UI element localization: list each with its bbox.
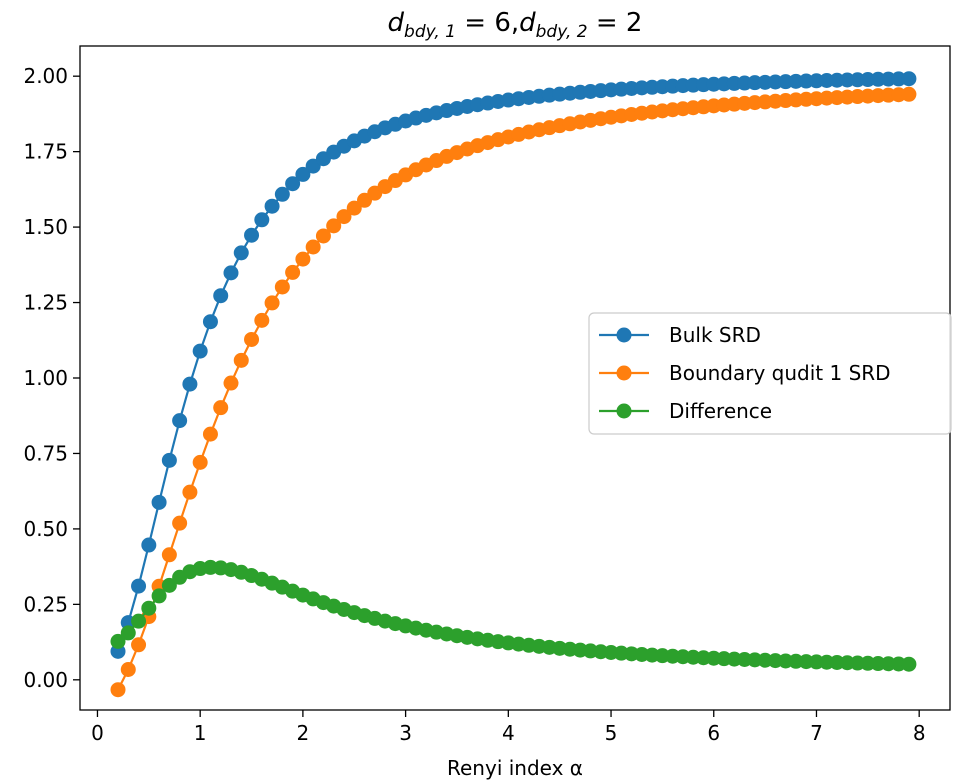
y-tick-label: 0.25 — [23, 592, 68, 616]
legend-box — [588, 312, 952, 435]
y-axis: 0.00 0.25 0.50 0.75 1.00 1.25 1.50 1.75 2.00 — [23, 64, 80, 692]
data-point — [151, 588, 167, 604]
data-point — [192, 343, 208, 359]
data-point — [110, 682, 126, 698]
data-point — [202, 314, 218, 330]
series-line — [117, 566, 909, 666]
x-tick-label: 4 — [502, 721, 515, 745]
data-point — [161, 452, 177, 468]
data-point — [336, 209, 352, 225]
legend-item: Boundary qudit 1 SRD — [599, 361, 891, 385]
data-point — [295, 251, 311, 267]
y-tick-label: 1.75 — [23, 140, 68, 164]
data-point — [131, 637, 147, 653]
data-point — [192, 454, 208, 470]
x-tick-label: 1 — [194, 721, 207, 745]
data-point — [182, 484, 198, 500]
data-point — [172, 413, 188, 429]
legend-marker — [616, 365, 632, 381]
data-point — [233, 245, 249, 261]
data-point — [141, 600, 157, 616]
data-point — [295, 166, 311, 182]
data-point — [233, 352, 249, 368]
data-point — [120, 625, 136, 641]
data-point — [264, 295, 280, 311]
data-point — [161, 547, 177, 563]
legend-marker — [616, 327, 632, 343]
data-point — [244, 227, 260, 243]
data-point — [346, 200, 362, 216]
data-point — [901, 656, 917, 672]
data-point — [120, 661, 136, 677]
x-tick-label: 8 — [913, 721, 926, 745]
data-point — [285, 176, 301, 192]
legend-label: Difference — [669, 399, 772, 423]
y-tick-label: 1.50 — [23, 215, 68, 239]
data-point — [254, 212, 270, 228]
data-point — [305, 239, 321, 255]
data-point — [213, 400, 229, 416]
data-point — [131, 578, 147, 594]
x-tick-label: 7 — [810, 721, 823, 745]
data-point — [274, 186, 290, 202]
legend-label: Bulk SRD — [669, 323, 761, 347]
data-point — [274, 279, 290, 295]
x-tick-label: 3 — [399, 721, 412, 745]
data-point — [901, 71, 917, 87]
x-tick-label: 2 — [297, 721, 310, 745]
y-tick-label: 1.00 — [23, 366, 68, 390]
y-tick-label: 0.75 — [23, 441, 68, 465]
data-point — [285, 264, 301, 280]
x-tick-label: 0 — [91, 721, 104, 745]
data-point — [182, 376, 198, 392]
y-tick-label: 2.00 — [23, 64, 68, 88]
data-point — [244, 331, 260, 347]
series-layer — [110, 71, 917, 698]
data-point — [901, 86, 917, 102]
y-tick-label: 1.25 — [23, 291, 68, 315]
data-point — [223, 265, 239, 281]
data-point — [110, 633, 126, 649]
legend-item: Bulk SRD — [599, 323, 761, 347]
legend-item: Difference — [599, 399, 772, 423]
data-point — [151, 494, 167, 510]
title-text: dbdy, 1 = 6,dbdy, 2 = 2 — [388, 8, 643, 42]
y-tick-label: 0.50 — [23, 517, 68, 541]
data-point — [213, 288, 229, 304]
data-point — [315, 228, 331, 244]
data-point — [326, 218, 342, 234]
data-point — [131, 613, 147, 629]
legend-marker — [616, 403, 632, 419]
x-axis-label: Renyi index α — [447, 756, 583, 780]
data-point — [264, 198, 280, 214]
chart-title: dbdy, 1 = 6,dbdy, 2 = 2 — [388, 8, 643, 42]
legend-label: Boundary qudit 1 SRD — [669, 361, 891, 385]
series-bulk-srd — [110, 71, 917, 659]
series-difference — [110, 559, 917, 672]
y-tick-label: 0.00 — [23, 668, 68, 692]
x-tick-label: 6 — [707, 721, 720, 745]
data-point — [161, 577, 177, 593]
data-point — [202, 426, 218, 442]
data-point — [254, 312, 270, 328]
x-tick-label: 5 — [605, 721, 618, 745]
x-axis: 0 1 2 3 4 5 6 7 8 — [91, 710, 926, 745]
legend: Bulk SRD Boundary qudit 1 SRD Difference — [588, 312, 952, 435]
data-point — [172, 515, 188, 531]
data-point — [141, 537, 157, 553]
data-point — [223, 375, 239, 391]
